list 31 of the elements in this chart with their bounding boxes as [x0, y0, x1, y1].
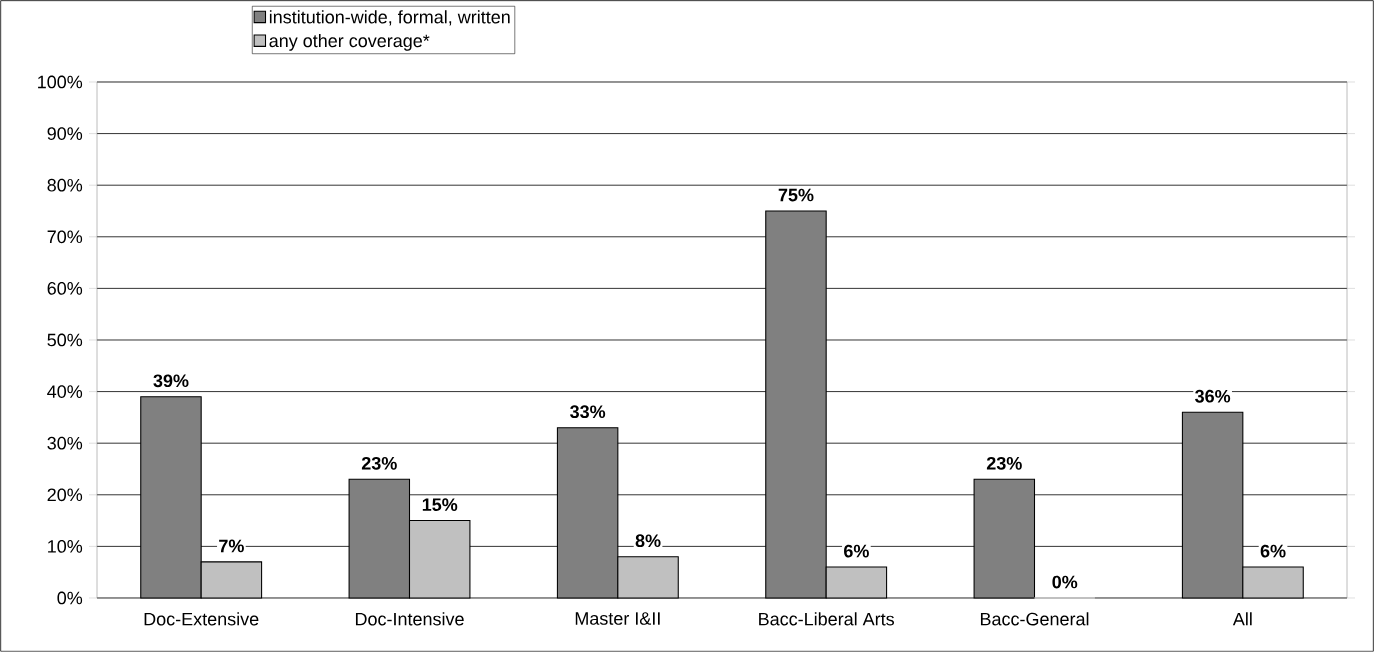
x-tick-label: Doc-Intensive	[355, 612, 464, 626]
legend-label: institution-wide, formal, written	[269, 10, 510, 26]
y-tick-label: 10%	[48, 540, 83, 553]
x-tick-label: Bacc-Liberal Arts	[759, 612, 895, 626]
data-label: 0%	[1052, 575, 1078, 589]
data-label: 36%	[1195, 389, 1231, 403]
data-label: 7%	[219, 539, 244, 553]
x-tick-label: All	[1232, 612, 1252, 626]
y-tick-label: 20%	[47, 488, 83, 502]
data-label: 6%	[844, 544, 869, 558]
y-tick-label: 70%	[47, 230, 83, 244]
data-label: 23%	[986, 456, 1022, 470]
data-label: 75%	[778, 188, 814, 202]
y-tick-label: 0%	[57, 591, 83, 605]
legend-label: any other coverage*	[269, 33, 430, 51]
y-tick-label: 50%	[47, 333, 83, 347]
y-tick-label: 30%	[47, 436, 83, 450]
data-label: 8%	[635, 534, 661, 548]
y-tick-label: 40%	[47, 385, 83, 398]
x-tick-label: Doc-Extensive	[144, 612, 259, 626]
y-tick-label: 100%	[38, 75, 83, 89]
y-tick-label: 80%	[47, 178, 83, 192]
data-label: 15%	[422, 498, 458, 511]
data-label: 39%	[153, 374, 189, 388]
data-label: 33%	[570, 405, 606, 419]
data-label: 23%	[361, 456, 397, 470]
x-tick-label: Bacc-General	[980, 612, 1089, 626]
y-tick-label: 90%	[47, 127, 83, 140]
x-tick-label: Master I&II	[575, 612, 660, 625]
data-label: 6%	[1260, 544, 1286, 558]
y-tick-label: 60%	[47, 282, 83, 295]
